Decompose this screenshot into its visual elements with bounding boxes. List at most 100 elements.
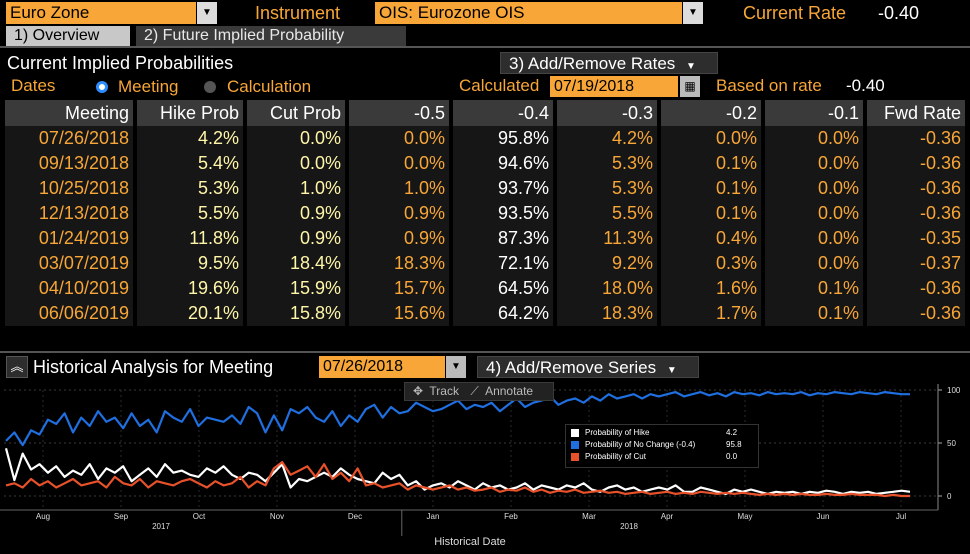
col-bg	[137, 126, 243, 326]
header-rate-m04[interactable]: -0.4	[453, 100, 553, 126]
table-cell: -0.37	[919, 253, 961, 273]
section-divider	[0, 351, 970, 353]
caret-down-icon: ▼	[666, 365, 677, 376]
tab-future-implied-probability[interactable]: 2) Future Implied Probability	[136, 26, 406, 46]
radio-meeting[interactable]	[96, 81, 108, 93]
table-row[interactable]: 12/13/2018 5.5% 0.9% 0.9% 93.5% 5.5% 0.1% 0.0% -…	[5, 201, 965, 226]
table-row[interactable]: 09/13/2018 5.4% 0.0% 0.0% 94.6% 5.3% 0.1% 0.0% -…	[5, 151, 965, 176]
table-cell: -0.36	[919, 278, 961, 298]
calculated-date-value: 07/19/2018	[554, 78, 635, 95]
table-cell: 20.1%	[187, 303, 239, 323]
table-cell: 0.9%	[299, 228, 341, 248]
chart-toolbar: ✥ Track ⟋ Annotate	[404, 382, 554, 401]
table-cell: 5.5%	[611, 203, 653, 223]
table-cell: 1.6%	[715, 278, 757, 298]
legend-label-cut: Probability of Cut	[585, 452, 646, 461]
historical-chart[interactable]: 0 50 100 Aug Sep Oct Nov Dec Jan Feb Mar Apr May Jun J…	[0, 380, 970, 549]
zone-dropdown-button[interactable]: ▼	[197, 2, 217, 24]
col-bg	[765, 126, 863, 326]
header-cut-prob[interactable]: Cut Prob	[247, 100, 345, 126]
historical-meeting-select[interactable]: 07/26/2018	[319, 356, 445, 378]
x-tick-label: Sep	[114, 512, 129, 521]
collapse-button[interactable]: ︽	[6, 356, 28, 378]
table-cell: 07/26/2018	[38, 128, 129, 148]
instrument-dropdown-button[interactable]: ▼	[683, 2, 703, 24]
legend-label-no-change: Probability of No Change (-0.4)	[585, 440, 696, 449]
header-rate-m02[interactable]: -0.2	[661, 100, 761, 126]
table-cell: 9.2%	[611, 253, 653, 273]
add-remove-rates-button[interactable]: 3) Add/Remove Rates ▼	[500, 52, 718, 74]
x-tick-label: Jun	[817, 512, 830, 521]
table-row[interactable]: 03/07/2019 9.5% 18.4% 18.3% 72.1% 9.2% 0.3% 0.0…	[5, 251, 965, 276]
table-cell: 94.6%	[497, 153, 549, 173]
table-row[interactable]: 04/10/2019 19.6% 15.9% 15.7% 64.5% 18.0% 1.6% 0…	[5, 276, 965, 301]
header-hike-prob[interactable]: Hike Prob	[137, 100, 243, 126]
historical-meeting-dropdown[interactable]: ▼	[446, 356, 466, 378]
table-cell: 1.7%	[715, 303, 757, 323]
table-row[interactable]: 10/25/2018 5.3% 1.0% 1.0% 93.7% 5.3% 0.1% 0.0% -…	[5, 176, 965, 201]
annotate-icon[interactable]: ⟋	[470, 384, 479, 398]
radio-calculation[interactable]	[204, 81, 216, 93]
table-cell: 10/25/2018	[38, 178, 129, 198]
tab-overview-label: 1) Overview	[14, 27, 100, 44]
table-cell: 0.1%	[817, 303, 859, 323]
x-axis-title: Historical Date	[434, 536, 506, 548]
table-cell: 0.0%	[403, 128, 445, 148]
table-cell: 5.3%	[611, 178, 653, 198]
table-row[interactable]: 06/06/2019 20.1% 15.8% 15.6% 64.2% 18.3% 1.7% 0…	[5, 301, 965, 326]
table-cell: 0.0%	[299, 153, 341, 173]
radio-calculation-label: Calculation	[227, 77, 312, 96]
add-remove-series-button[interactable]: 4) Add/Remove Series ▼	[477, 356, 699, 378]
chart-axes: 0 50 100 Aug Sep Oct Nov Dec Jan Feb Mar Apr May Jun J…	[0, 384, 961, 548]
zone-select[interactable]: Euro Zone	[6, 2, 196, 24]
table-cell: -0.35	[919, 228, 961, 248]
instrument-select[interactable]: OIS: Eurozone OIS	[375, 2, 682, 24]
legend-item-hike: Probability of Hike 4.2	[566, 427, 758, 439]
table-row[interactable]: 07/26/2018 4.2% 0.0% 0.0% 95.8% 4.2% 0.0% 0.0% -…	[5, 126, 965, 151]
table-cell: 15.6%	[393, 303, 445, 323]
chart-svg: 0 50 100 Aug Sep Oct Nov Dec Jan Feb Mar Apr May Jun J…	[0, 384, 961, 548]
table-cell: 11.8%	[189, 228, 239, 248]
table-row[interactable]: 01/24/2019 11.8% 0.9% 0.9% 87.3% 11.3% 0.4% 0.0…	[5, 226, 965, 251]
table-cell: 15.8%	[289, 303, 341, 323]
current-rate-label: Current Rate	[743, 3, 847, 23]
track-icon[interactable]: ✥	[413, 384, 424, 398]
x-tick-label: Jan	[427, 512, 440, 521]
tab-overview[interactable]: 1) Overview	[6, 26, 130, 46]
table-cell: 12/13/2018	[38, 203, 129, 223]
table-cell: 06/06/2019	[38, 303, 129, 323]
table-cell: -0.36	[919, 303, 961, 323]
header-meeting[interactable]: Meeting	[5, 100, 133, 126]
table-cell: 95.8%	[497, 128, 549, 148]
x-tick-label: Aug	[36, 512, 50, 521]
table-cell: 1.0%	[299, 178, 341, 198]
double-chevron-up-icon: ︽	[10, 359, 24, 374]
table-cell: 93.5%	[497, 203, 549, 223]
series-line-0	[4, 448, 911, 496]
x-tick-label: Nov	[270, 512, 284, 521]
x-year-label: 2017	[152, 522, 170, 531]
table-cell: 5.3%	[197, 178, 239, 198]
header-fwd-rate[interactable]: Fwd Rate	[867, 100, 965, 126]
x-tick-label: Oct	[193, 512, 206, 521]
chart-legend: Probability of Hike 4.2 Probability of N…	[565, 424, 759, 468]
table-cell: 15.7%	[393, 278, 445, 298]
legend-value-cut: 0.0	[726, 452, 738, 461]
table-cell: -0.36	[919, 178, 961, 198]
annotate-label[interactable]: Annotate	[485, 384, 534, 398]
table-cell: 18.0%	[601, 278, 653, 298]
header-rate-m05[interactable]: -0.5	[349, 100, 449, 126]
table-cell: 0.0%	[817, 128, 859, 148]
based-on-rate-label: Based on rate	[716, 76, 822, 95]
y-tick-label: 50	[947, 439, 956, 448]
calendar-button[interactable]: ▦	[680, 76, 700, 97]
table-cell: 0.0%	[299, 128, 341, 148]
header-rate-m03[interactable]: -0.3	[557, 100, 657, 126]
col-bg	[557, 126, 657, 326]
track-label[interactable]: Track	[429, 384, 459, 398]
table-cell: 0.3%	[715, 253, 757, 273]
x-tick-label: Apr	[661, 512, 674, 521]
x-tick-label: Jul	[896, 512, 906, 521]
header-rate-m01[interactable]: -0.1	[765, 100, 863, 126]
calculated-date-input[interactable]: 07/19/2018	[550, 76, 678, 97]
